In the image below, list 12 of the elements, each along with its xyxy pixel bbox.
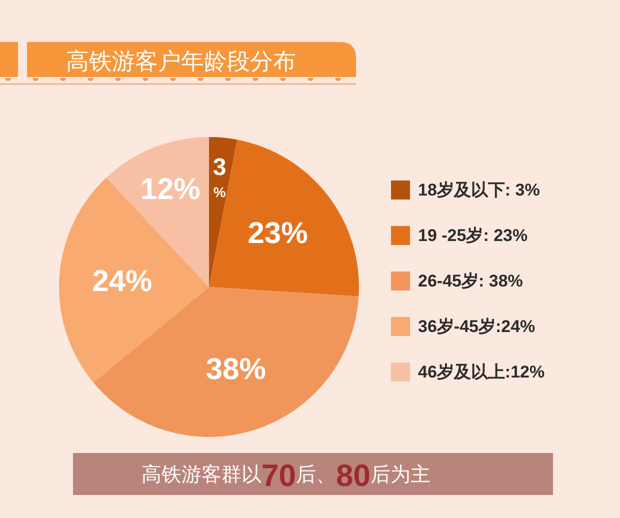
legend-label: 26-45岁: 38% [418,272,523,290]
text: 高铁游客群以70后、80后为主 [142,458,430,492]
data-label: 3% [212,154,226,200]
legend-label: 19 -25岁: 23% [418,226,528,245]
legend-label: 46岁及以上:12% [418,362,545,382]
legend-label: 36岁-45岁:24% [418,317,536,336]
legend-label: 18岁及以下: 3% [418,180,540,200]
data-label: 24% [92,265,152,298]
data-label: 38% [206,353,266,386]
chart-title: 高铁游客户年龄段分布 [66,48,296,74]
data-label: 23% [248,217,308,250]
data-label: 12% [140,172,200,206]
